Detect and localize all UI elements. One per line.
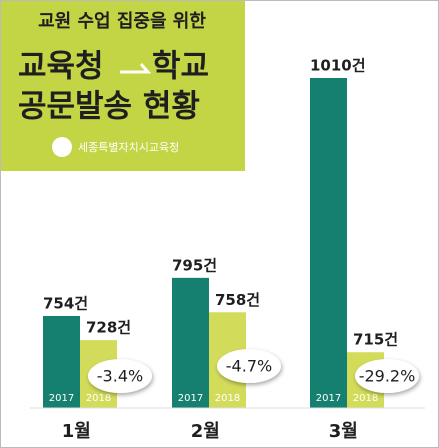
series-label: 2017 (49, 393, 74, 404)
x-tick-label: 1월 (62, 421, 91, 442)
series-label: 2017 (316, 393, 341, 404)
logo (52, 137, 72, 157)
bar (310, 78, 347, 408)
title-bottom: 공문발송 현황 (18, 89, 200, 125)
change-label: -4.7% (226, 357, 272, 376)
change-badge (88, 359, 152, 393)
value-label: 1010건 (310, 57, 366, 75)
title-to: 학교 (152, 49, 209, 85)
value-label: 728건 (86, 319, 131, 337)
change-badge (355, 359, 419, 393)
value-label: 758건 (215, 291, 260, 309)
value-label: 754건 (43, 294, 88, 312)
value-label: 715건 (353, 331, 398, 349)
change-label: -3.4% (97, 367, 143, 386)
bar (43, 315, 80, 408)
change-label: -29.2% (359, 367, 416, 386)
x-tick-label: 3월 (329, 421, 358, 442)
series-label: 2018 (86, 393, 111, 404)
title-arrow (120, 63, 152, 74)
series-label: 2018 (353, 393, 378, 404)
title-panel (1, 1, 245, 171)
title-top: 교원 수업 집중을 위한 (38, 11, 206, 32)
value-label: 795건 (172, 256, 217, 274)
series-label: 2018 (215, 393, 240, 404)
x-tick-label: 2월 (191, 421, 220, 442)
title-from: 교육청 (18, 49, 104, 85)
source: 세종특별자치시교육청 (78, 141, 179, 154)
change-badge (217, 349, 281, 383)
series-label: 2017 (178, 393, 203, 404)
bar (172, 277, 209, 408)
